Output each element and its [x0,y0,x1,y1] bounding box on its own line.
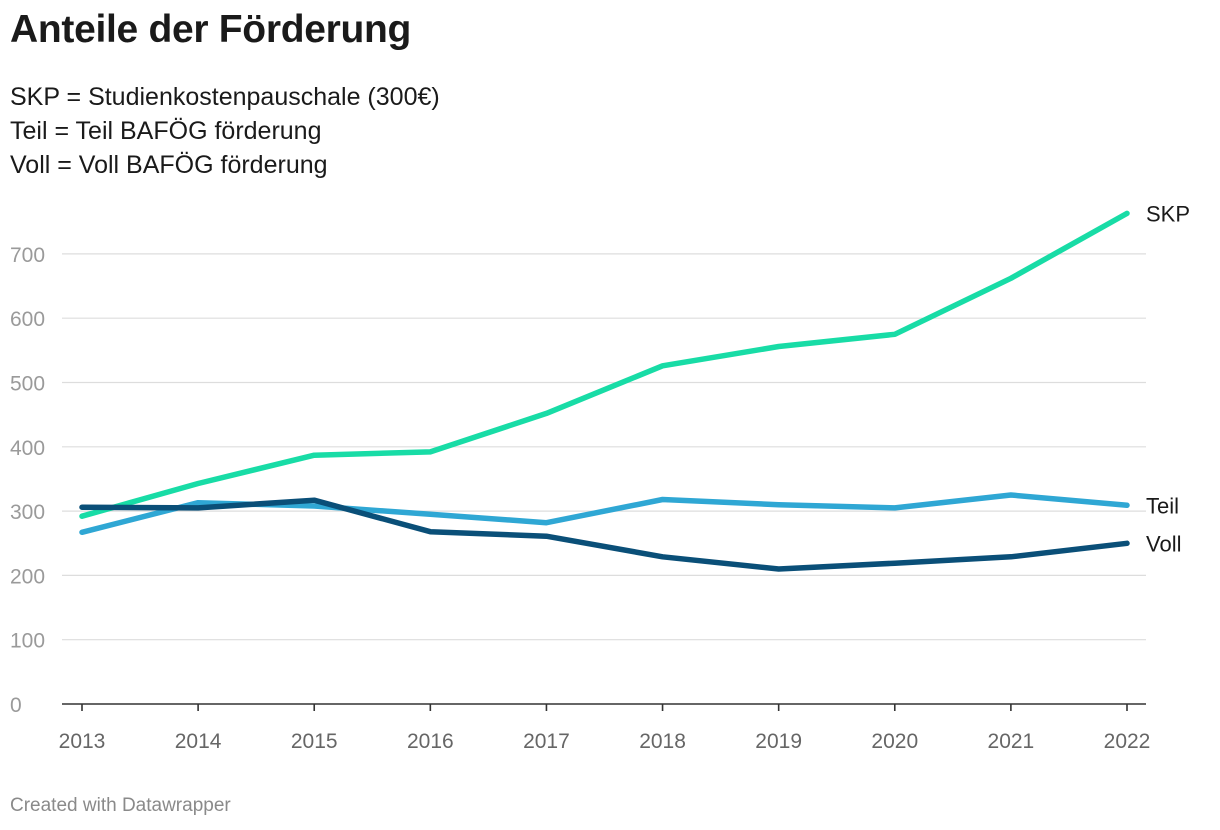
x-tick-label-2021: 2021 [988,730,1035,753]
x-tick-label-2017: 2017 [523,730,570,753]
x-axis: 2013 2014 2015 2016 2017 2018 2019 2020 2021 2022 [59,703,1151,753]
y-tick-label-500: 500 [10,373,45,396]
subtitle-line-teil: Teil = Teil BAFÖG förderung [10,117,322,145]
gridlines [62,253,1146,641]
series-lines [79,210,1130,572]
x-tick-label-2022: 2022 [1104,730,1151,753]
x-tick-label-2018: 2018 [639,730,686,753]
y-axis-ticks: 0 100 200 300 400 500 600 700 [10,244,45,717]
series-label-voll: Voll [1146,531,1181,556]
subtitle-line-skp: SKP = Studienkostenpauschale (300€) [10,83,440,111]
x-tick-label-2016: 2016 [407,730,454,753]
y-tick-label-400: 400 [10,437,45,460]
series-line-teil [79,492,1130,536]
series-labels: SKP Teil Voll [1146,201,1190,556]
x-tick-label-2014: 2014 [175,730,222,753]
chart-subtitle: SKP = Studienkostenpauschale (300€) Teil… [10,80,440,182]
x-tick-label-2013: 2013 [59,730,106,753]
series-line-skp [79,210,1130,519]
series-label-skp: SKP [1146,201,1190,226]
subtitle-line-voll: Voll = Voll BAFÖG förderung [10,151,328,179]
y-tick-label-600: 600 [10,308,45,331]
x-tick-label-2015: 2015 [291,730,338,753]
footer-credit: Created with Datawrapper [10,795,231,816]
series-label-teil: Teil [1146,493,1179,518]
x-tick-label-2019: 2019 [755,730,802,753]
series-line-voll [79,497,1130,572]
y-tick-label-0: 0 [10,694,22,717]
chart-title: Anteile der Förderung [10,8,412,51]
y-tick-label-300: 300 [10,501,45,524]
y-tick-label-100: 100 [10,630,45,653]
y-tick-label-200: 200 [10,565,45,588]
x-tick-label-2020: 2020 [871,730,918,753]
y-tick-label-700: 700 [10,244,45,267]
